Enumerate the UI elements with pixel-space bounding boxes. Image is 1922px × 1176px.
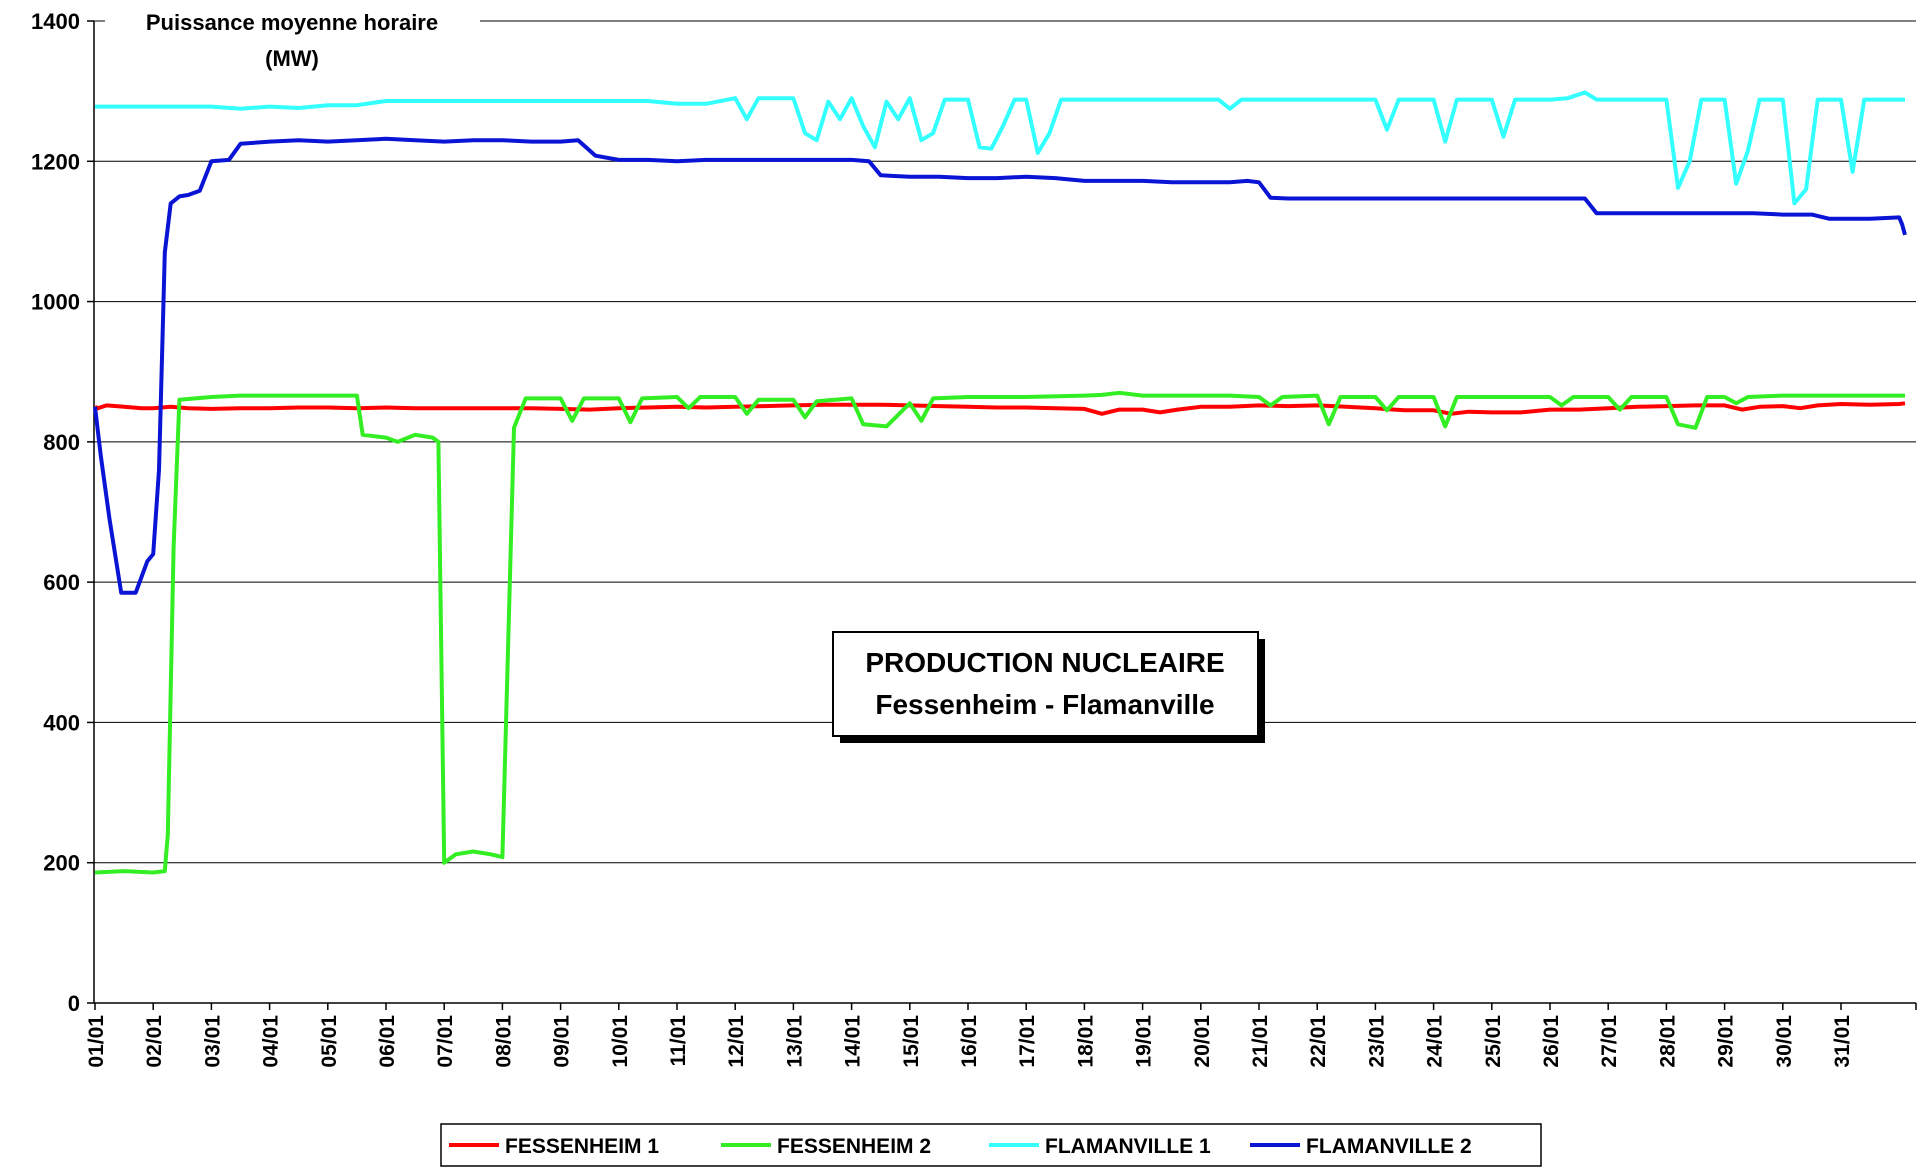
y-tick-label: 1200	[31, 149, 80, 174]
y-tick-labels: 0 200 400 600 800 1000 1200 1400	[31, 9, 94, 1016]
x-tick-label: 17/01	[1016, 1015, 1039, 1068]
x-tick-label: 08/01	[492, 1015, 515, 1068]
x-tick-label: 07/01	[434, 1015, 457, 1068]
x-tick-label: 27/01	[1598, 1015, 1621, 1068]
x-tick-label: 20/01	[1191, 1015, 1214, 1068]
x-tick-label: 30/01	[1773, 1015, 1796, 1068]
ylabel-mask	[105, 6, 480, 36]
series-lines	[93, 90, 1907, 875]
x-tick-label: 05/01	[318, 1015, 341, 1068]
x-tick-labels: 01/01 02/01 03/01 04/01 05/01 06/01 07/01 08/01…	[85, 1003, 1917, 1068]
x-tick-label: 12/01	[725, 1015, 748, 1068]
x-tick-label: 28/01	[1656, 1015, 1679, 1068]
x-tick-label: 29/01	[1715, 1015, 1738, 1068]
x-tick-label: 09/01	[551, 1015, 574, 1068]
axes	[93, 21, 1916, 1004]
x-tick-label: 26/01	[1540, 1015, 1563, 1068]
legend: FESSENHEIM 1 FESSENHEIM 2 FLAMANVILLE 1 FLA…	[440, 1123, 1542, 1167]
x-tick-label: 14/01	[842, 1015, 865, 1068]
x-tick-label: 24/01	[1424, 1015, 1447, 1068]
legend-label-fessenheim-2: FESSENHEIM 2	[777, 1135, 931, 1158]
legend-label-flamanville-1: FLAMANVILLE 1	[1045, 1135, 1211, 1158]
y-tick-label: 600	[43, 570, 80, 595]
x-tick-label: 13/01	[783, 1015, 806, 1068]
series-line-flamanville-1	[95, 90, 1905, 206]
y-tick-label: 1400	[31, 9, 80, 34]
series-line-flamanville-2	[93, 136, 1907, 595]
chart-title: PRODUCTION NUCLEAIRE	[865, 647, 1224, 678]
x-tick-label: 22/01	[1307, 1015, 1330, 1068]
y-tick-label: 1000	[31, 290, 80, 315]
title-box-frame	[832, 631, 1259, 737]
y-axis-label-line2: (MW)	[265, 46, 319, 71]
x-tick-label: 16/01	[958, 1015, 981, 1068]
legend-label-fessenheim-1: FESSENHEIM 1	[505, 1135, 659, 1158]
x-tick-label: 04/01	[260, 1015, 283, 1068]
y-axis-label-line1: Puissance moyenne horaire	[146, 10, 438, 35]
title-box: PRODUCTION NUCLEAIRE Fessenheim - Flaman…	[832, 631, 1265, 743]
x-tick-label: 18/01	[1074, 1015, 1097, 1068]
y-tick-label: 400	[43, 710, 80, 735]
legend-label-flamanville-2: FLAMANVILLE 2	[1306, 1135, 1472, 1158]
x-tick-label: 11/01	[667, 1015, 690, 1067]
x-tick-label: 15/01	[900, 1015, 923, 1068]
x-tick-label: 10/01	[609, 1015, 632, 1068]
x-tick-label: 19/01	[1133, 1015, 1156, 1068]
y-tick-label: 0	[68, 991, 80, 1016]
x-tick-label: 31/01	[1831, 1015, 1854, 1068]
x-tick-label: 23/01	[1365, 1015, 1388, 1068]
x-tick-label: 21/01	[1249, 1015, 1272, 1068]
x-tick-label: 06/01	[376, 1015, 399, 1068]
x-tick-label: 25/01	[1482, 1015, 1505, 1068]
series-line-fessenheim-2	[94, 390, 1905, 875]
chart-subtitle: Fessenheim - Flamanville	[875, 689, 1214, 720]
x-tick-label: 02/01	[143, 1015, 166, 1068]
x-tick-label: 01/01	[85, 1015, 108, 1068]
y-tick-label: 800	[43, 430, 80, 455]
y-tick-label: 200	[43, 851, 80, 876]
series-line-fessenheim-1	[94, 401, 1906, 416]
x-tick-label: 03/01	[201, 1015, 224, 1068]
